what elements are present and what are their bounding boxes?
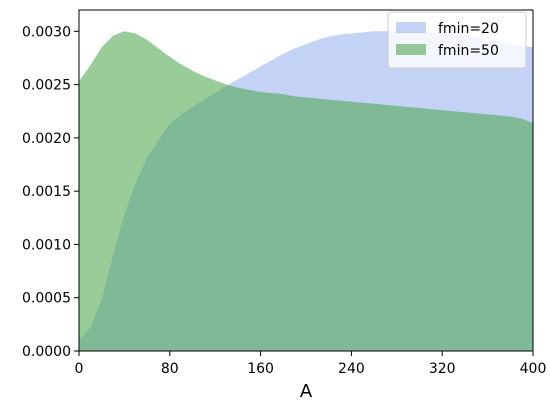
area-series-2	[79, 31, 533, 352]
area-layer	[79, 31, 533, 352]
y-tick-label: 0.0010	[22, 237, 71, 253]
legend: fmin=20 fmin=50	[387, 11, 527, 69]
x-axis: 0 80 160 240 320 400	[75, 351, 547, 377]
x-tick-label: 240	[338, 361, 365, 377]
legend-swatch-2	[396, 44, 426, 55]
x-tick-label: 0	[75, 361, 84, 377]
x-axis-label: A	[300, 381, 313, 402]
plot-frame	[78, 9, 534, 352]
y-tick-label: 0.0025	[22, 78, 71, 94]
x-tick-label: 320	[429, 361, 456, 377]
y-tick-label: 0.0030	[22, 24, 71, 40]
x-tick-label: 80	[161, 361, 179, 377]
y-tick-label: 0.0005	[22, 291, 71, 307]
legend-swatch-1	[396, 22, 426, 33]
x-tick-label: 400	[520, 361, 547, 377]
legend-label-2: fmin=50	[438, 43, 499, 59]
y-tick-label: 0.0020	[22, 131, 71, 147]
y-axis: 0.0000 0.0005 0.0010 0.0015 0.0020 0.0025 0.00…	[22, 24, 79, 360]
y-tick-label: 0.0000	[22, 344, 71, 360]
x-tick-label: 160	[247, 361, 274, 377]
legend-label-1: fmin=20	[438, 21, 499, 37]
y-tick-label: 0.0015	[22, 184, 71, 200]
